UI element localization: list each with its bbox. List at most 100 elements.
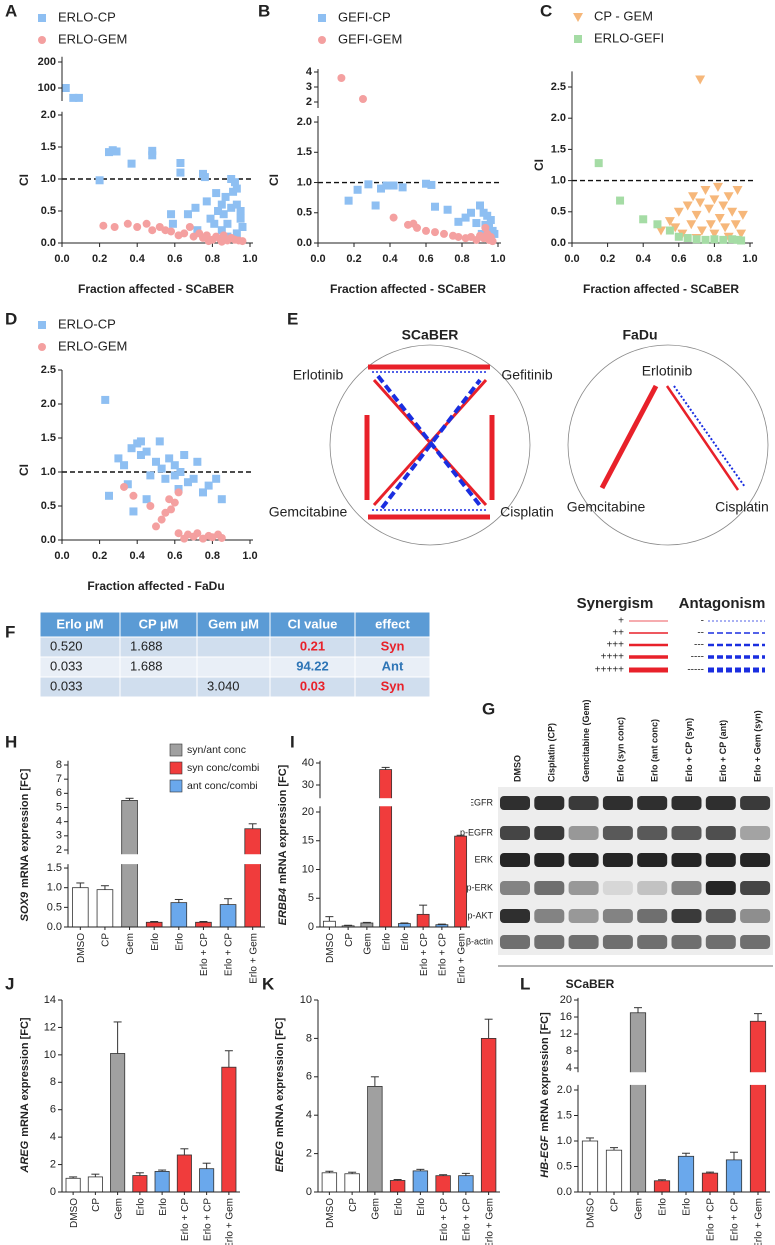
x-tick-label: Erlo	[381, 933, 392, 951]
edge	[380, 378, 482, 510]
bar	[749, 1020, 767, 1193]
legend-level: +++	[606, 640, 624, 651]
point	[443, 205, 452, 214]
y-tick-label: 30	[302, 779, 314, 791]
point	[161, 474, 170, 483]
cell-text: 0.520	[50, 638, 83, 653]
point	[359, 95, 367, 103]
point	[700, 185, 711, 195]
point	[212, 189, 221, 198]
band	[705, 853, 736, 867]
band	[602, 909, 633, 923]
y-tick-label: 5	[56, 801, 62, 813]
x-tick-label: 0.2	[600, 253, 615, 265]
cell	[354, 676, 431, 698]
x-axis-title: Fraction affected - SCaBER	[330, 282, 486, 296]
y-tick-label: 4	[56, 816, 62, 828]
row-label: β-actin	[466, 936, 493, 946]
point	[99, 221, 108, 230]
legend-level: -	[701, 616, 704, 627]
x-tick-label: Gem	[113, 1198, 124, 1220]
point	[157, 515, 166, 524]
point	[200, 173, 209, 182]
x-tick-label: 0.4	[130, 550, 146, 562]
x-tick-label: 0.0	[310, 253, 325, 265]
bar	[701, 1172, 719, 1193]
legend-level: --	[697, 628, 704, 639]
legend-marker	[38, 321, 46, 329]
point	[691, 210, 702, 220]
point	[389, 181, 398, 190]
y-tick-label: 12	[560, 1028, 572, 1040]
point	[696, 226, 707, 236]
y-tick-label: 0.0	[41, 534, 56, 546]
row-label: ERK	[474, 854, 493, 864]
lane-label: Erlo + CP (syn)	[684, 718, 694, 782]
point	[110, 223, 119, 231]
legend-label: ERLO-CP	[58, 9, 116, 24]
y-axis-unit: mRNA expression [FC]	[19, 768, 31, 888]
point	[736, 229, 747, 239]
bar	[605, 1149, 623, 1193]
bar	[322, 920, 336, 928]
point	[167, 227, 176, 236]
legend-label: syn conc/combi	[187, 762, 259, 774]
band	[671, 853, 702, 867]
bar	[87, 1176, 103, 1193]
point	[152, 522, 160, 531]
point	[136, 451, 145, 459]
point	[337, 74, 346, 82]
point	[176, 159, 185, 167]
band	[500, 853, 530, 867]
x-tick-label: 1.0	[490, 253, 505, 265]
x-tick-label: Gem	[363, 933, 374, 955]
legend-marker	[573, 13, 583, 22]
point	[170, 461, 179, 470]
bar	[145, 921, 163, 928]
bar	[176, 1154, 192, 1193]
y-tick-label: 100	[38, 82, 56, 94]
y-tick-label: 2	[50, 1158, 56, 1170]
legend-level: ++	[612, 628, 624, 639]
y-tick-label: 0	[50, 1186, 56, 1198]
y-tick-label: 1.0	[41, 466, 56, 478]
point	[686, 220, 697, 230]
bar	[397, 923, 411, 928]
point	[157, 464, 166, 473]
cell	[196, 636, 271, 658]
lane-label: Erlo + CP (ant)	[718, 720, 728, 782]
point	[101, 395, 110, 404]
band	[602, 826, 633, 840]
band	[671, 935, 702, 949]
y-tick-label: 6	[56, 787, 62, 799]
point	[170, 498, 179, 507]
y-axis-title: ERBB4 mRNA expression [FC]	[277, 764, 289, 925]
x-tick-label: Gem	[371, 1198, 382, 1220]
band	[500, 935, 530, 949]
point	[364, 180, 373, 189]
point	[183, 478, 192, 487]
y-tick-label: 40	[302, 757, 314, 769]
legend-level: ----	[691, 652, 704, 663]
y-tick-label: 4	[566, 1062, 572, 1074]
y-tick-label: 6	[306, 1071, 312, 1083]
x-tick-label: 0.8	[707, 253, 722, 265]
band	[705, 881, 736, 895]
header-text: Gem µM	[208, 616, 259, 631]
point	[682, 201, 693, 211]
axis-break	[321, 798, 471, 807]
y-tick-label: 1.5	[41, 432, 56, 444]
bar	[170, 902, 188, 928]
point	[199, 488, 207, 497]
x-tick-label: CP	[344, 933, 355, 947]
point	[148, 146, 157, 155]
y-axis-unit: mRNA expression [FC]	[277, 764, 289, 884]
point	[146, 471, 155, 480]
point	[710, 235, 719, 244]
point	[174, 488, 183, 497]
y-tick-label: 2.0	[297, 116, 312, 128]
point	[167, 505, 176, 514]
band	[534, 796, 565, 810]
header-cell	[196, 611, 271, 638]
point	[704, 204, 715, 214]
